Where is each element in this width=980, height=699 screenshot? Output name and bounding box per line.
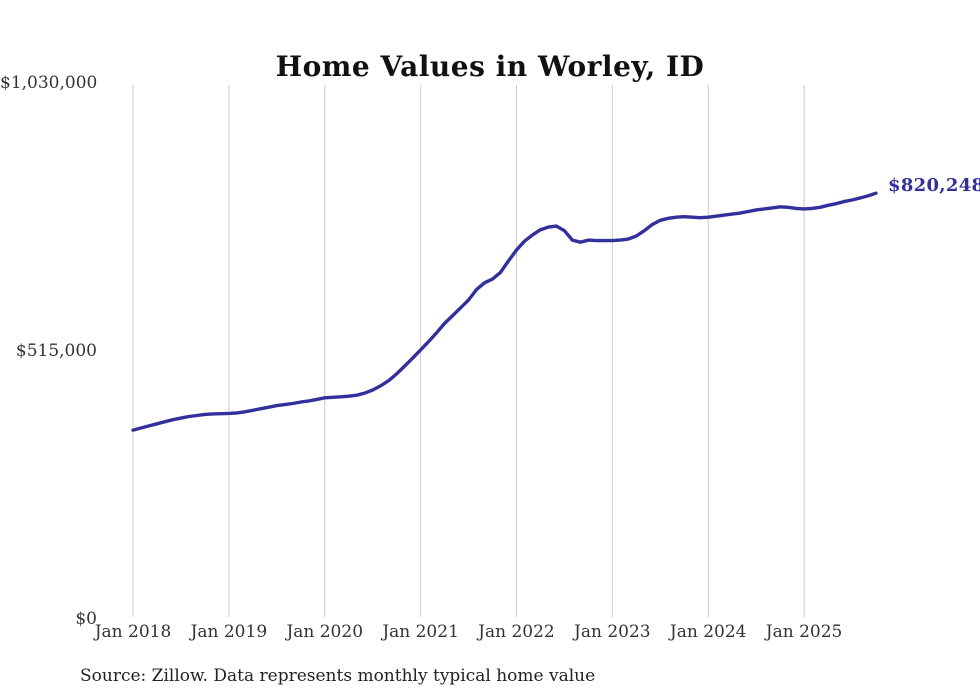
y-axis-tick-label: $515,000 bbox=[15, 341, 97, 361]
x-axis-tick-label: Jan 2018 bbox=[94, 622, 172, 642]
chart-title: Home Values in Worley, ID bbox=[275, 49, 705, 83]
current-value-label: $820,248 bbox=[888, 175, 980, 197]
x-axis-tick-label: Jan 2021 bbox=[382, 622, 459, 642]
y-axis-tick-label: $0 bbox=[75, 609, 97, 629]
x-axis-tick-label: Jan 2024 bbox=[669, 622, 747, 642]
y-axis-tick-label: $1,030,000 bbox=[0, 73, 98, 93]
x-axis-tick-label: Jan 2025 bbox=[765, 622, 843, 642]
x-axis-tick-label: Jan 2020 bbox=[286, 622, 364, 642]
x-axis-tick-label: Jan 2019 bbox=[190, 622, 268, 642]
x-axis-tick-label: Jan 2023 bbox=[574, 622, 651, 642]
x-axis-tick-label: Jan 2022 bbox=[478, 622, 555, 642]
source-note: Source: Zillow. Data represents monthly … bbox=[80, 666, 596, 686]
home-value-line bbox=[131, 191, 878, 432]
